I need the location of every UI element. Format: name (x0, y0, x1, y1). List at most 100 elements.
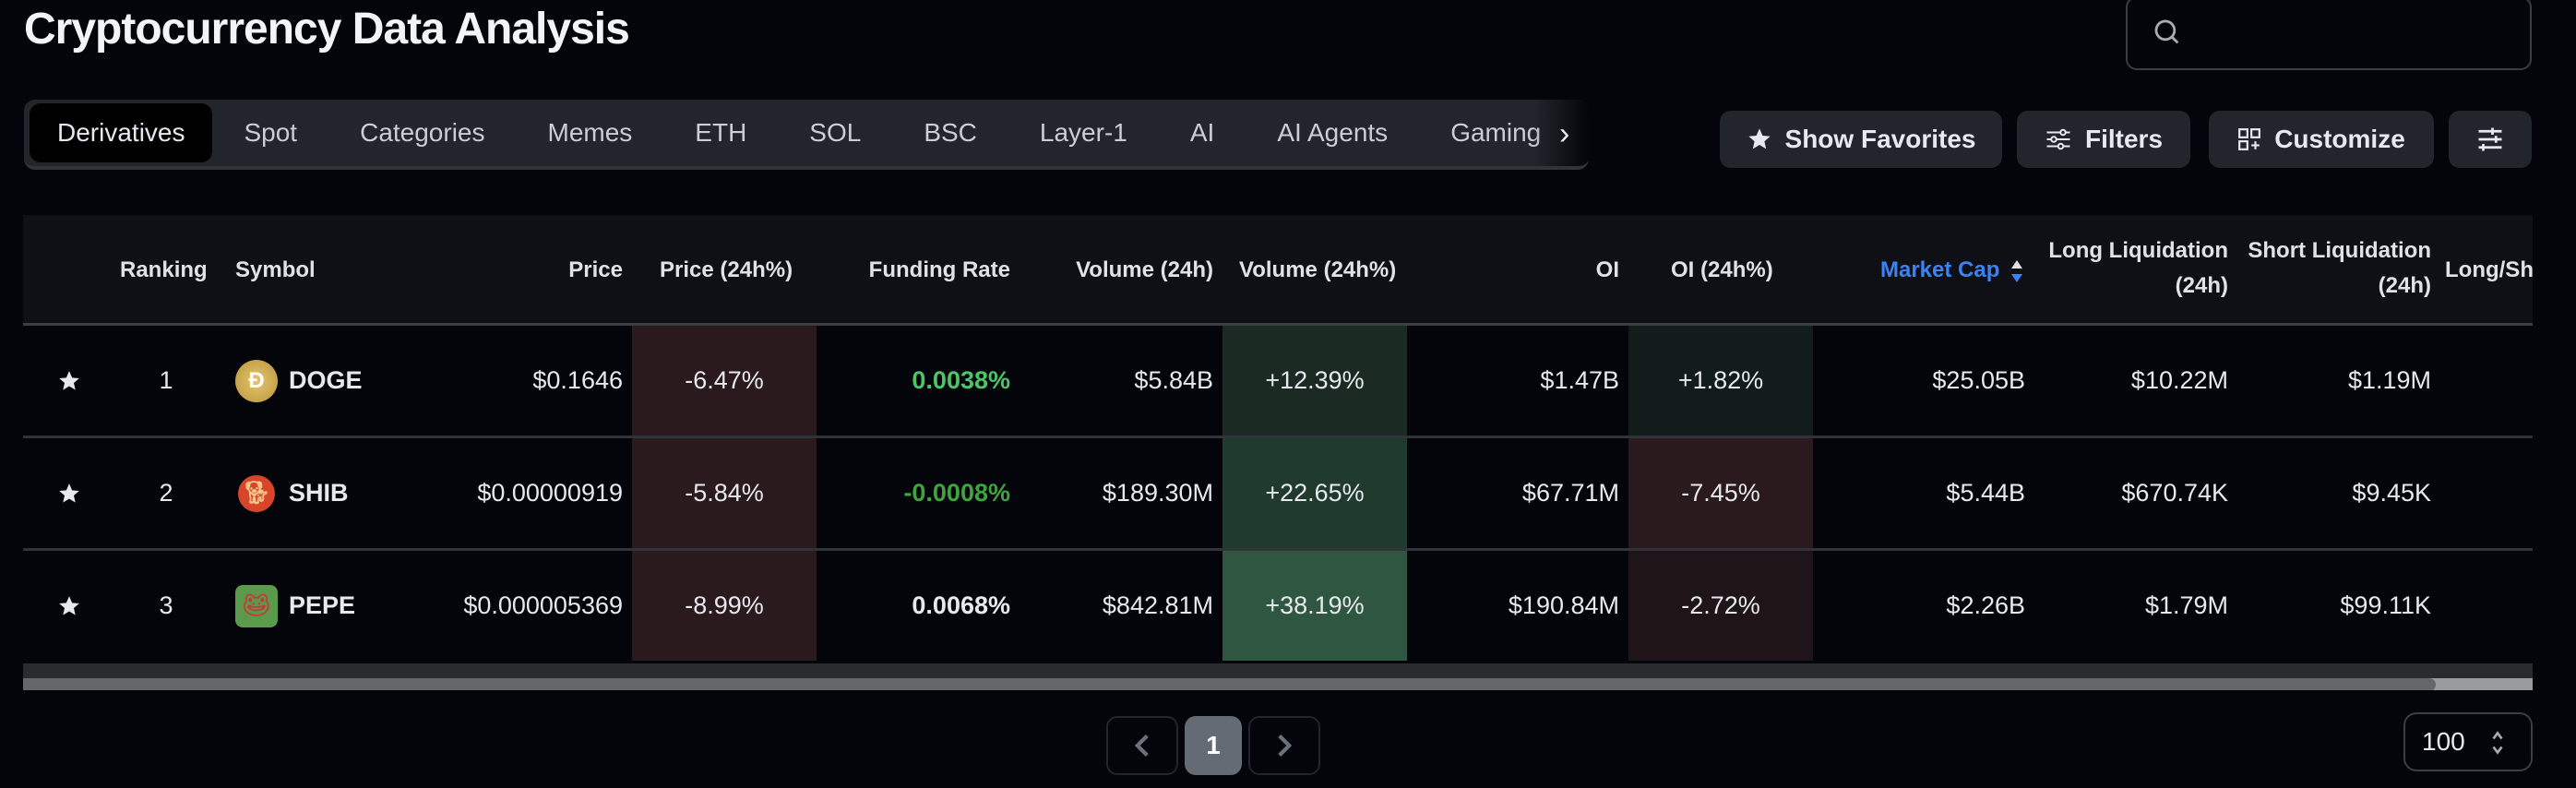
search-box[interactable] (2126, 0, 2532, 70)
table-row[interactable]: 3 🐸︎ PEPE $0.000005369 -8.99% 0.0068% $8… (23, 551, 2533, 663)
col-long-liquidation-line1: Long Liquidation (2048, 238, 2228, 263)
col-long-liquidation[interactable]: Long Liquidation (24h) (2034, 233, 2228, 304)
tab-memes[interactable]: Memes (547, 118, 633, 147)
chevron-up-down-icon (2492, 731, 2503, 755)
market-cap: $25.05B (1932, 366, 2025, 394)
symbol-cell[interactable]: Ð DOGE (235, 326, 420, 436)
long-liquidation: $10.22M (2130, 366, 2228, 394)
volume-24h-pct-cell-bg (1222, 326, 1407, 436)
search-input[interactable] (2192, 7, 2515, 59)
tab-layer-1[interactable]: Layer-1 (1039, 118, 1127, 147)
rank: 3 (159, 591, 173, 619)
oi-24h-cell-bg (1628, 326, 1813, 436)
chevron-right-icon[interactable]: › (1559, 116, 1570, 151)
tab-derivatives[interactable]: Derivatives (30, 103, 213, 162)
funding-rate: 0.0038% (912, 366, 1010, 394)
tab-sol[interactable]: SOL (809, 118, 862, 147)
col-long-short[interactable]: Long/Sho (2445, 257, 2533, 282)
shib-coin-icon: 🐕︎ (238, 474, 275, 512)
column-settings-button[interactable] (2449, 111, 2532, 168)
col-oi-24h[interactable]: OI (24h%) (1671, 257, 1773, 282)
tab-gaming[interactable]: Gaming (1450, 118, 1542, 147)
col-ranking[interactable]: Ranking (120, 257, 208, 282)
tabs-fade (1533, 100, 1589, 166)
col-market-cap[interactable]: Market Cap (1880, 253, 2024, 288)
price-24h-cell-bg (632, 551, 817, 661)
tab-ai-agents[interactable]: AI Agents (1277, 118, 1389, 147)
col-funding-rate[interactable]: Funding Rate (868, 257, 1010, 282)
tab-eth[interactable]: ETH (695, 118, 747, 147)
oi-24h: +1.82% (1677, 366, 1764, 394)
volume-24h-pct-cell-bg (1222, 551, 1407, 661)
search-icon (2154, 19, 2179, 44)
page-size-select[interactable]: 100 (2403, 712, 2533, 771)
long-liquidation: $670.74K (2121, 479, 2228, 507)
favorite-star-icon[interactable] (42, 551, 97, 661)
show-favorites-button[interactable]: Show Favorites (1720, 111, 2002, 168)
market-cap: $2.26B (1946, 591, 2025, 619)
col-oi[interactable]: OI (1595, 257, 1619, 282)
oi-24h: -2.72% (1681, 591, 1760, 619)
customize-button[interactable]: Customize (2209, 111, 2434, 168)
volume-24h-pct: +22.65% (1265, 479, 1365, 507)
oi: $67.71M (1521, 479, 1619, 507)
market-cap: $5.44B (1946, 479, 2025, 507)
short-liquidation: $99.11K (2340, 591, 2431, 619)
price: $0.1646 (532, 366, 623, 394)
volume-24h-pct: +12.39% (1265, 366, 1365, 394)
chevron-left-icon (1134, 734, 1149, 757)
doge-coin-icon: Ð (235, 359, 278, 402)
price-24h: -8.99% (685, 591, 764, 619)
page-size-value: 100 (2422, 727, 2465, 756)
col-price-24h[interactable]: Price (24h%) (660, 257, 793, 282)
favorite-star-icon[interactable] (42, 326, 97, 436)
rank: 1 (159, 366, 173, 394)
col-symbol[interactable]: Symbol (235, 257, 316, 282)
tab-ai[interactable]: AI (1189, 118, 1215, 147)
col-volume-24h[interactable]: Volume (24h) (1076, 257, 1213, 282)
table-row[interactable]: 2 🐕︎ SHIB $0.00000919 -5.84% -0.0008% $1… (23, 438, 2533, 551)
filters-label: Filters (2084, 125, 2164, 153)
price-24h: -6.47% (685, 366, 764, 394)
symbol: SHIB (289, 479, 349, 507)
col-long-liquidation-line2: (24h) (2175, 273, 2228, 298)
table-row[interactable]: 1 Ð DOGE $0.1646 -6.47% 0.0038% $5.84B +… (23, 326, 2533, 438)
symbol: PEPE (289, 591, 356, 619)
favorite-star-icon[interactable] (42, 438, 97, 548)
derivatives-table: Ranking Symbol Price Price (24h%) Fundin… (23, 215, 2533, 690)
page-title: Cryptocurrency Data Analysis (24, 5, 630, 54)
short-liquidation: $1.19M (2347, 366, 2431, 394)
funding-rate: -0.0008% (903, 479, 1010, 507)
oi-24h: -7.45% (1681, 479, 1760, 507)
tab-bsc[interactable]: BSC (924, 118, 977, 147)
tab-spot[interactable]: Spot (244, 118, 298, 147)
table-header: Ranking Symbol Price Price (24h%) Fundin… (23, 215, 2533, 326)
volume-24h: $5.84B (1134, 366, 1213, 394)
filters-button[interactable]: Filters (2017, 111, 2190, 168)
symbol-cell[interactable]: 🐸︎ PEPE (235, 551, 420, 661)
volume-24h: $842.81M (1102, 591, 1213, 619)
short-liquidation: $9.45K (2352, 479, 2431, 507)
page-1-button[interactable]: 1 (1185, 716, 1242, 775)
price-24h: -5.84% (685, 479, 764, 507)
oi-24h-cell-bg (1628, 551, 1813, 661)
long-liquidation: $1.79M (2144, 591, 2228, 619)
filter-sliders-icon (2046, 128, 2070, 150)
rank: 2 (159, 479, 173, 507)
horizontal-scrollbar-thumb[interactable] (23, 678, 2436, 690)
tab-categories[interactable]: Categories (360, 118, 485, 147)
star-icon (1747, 128, 1771, 149)
volume-24h-pct-cell-bg (1222, 438, 1407, 548)
oi: $1.47B (1540, 366, 1619, 394)
col-volume-24h-pct[interactable]: Volume (24h%) (1239, 257, 1397, 282)
col-short-liquidation[interactable]: Short Liquidation (24h) (2219, 233, 2431, 304)
prev-page-button[interactable] (1106, 716, 1178, 775)
price: $0.00000919 (477, 479, 623, 507)
symbol: DOGE (289, 366, 363, 394)
volume-24h-pct: +38.19% (1265, 591, 1365, 619)
price-24h-cell-bg (632, 326, 817, 436)
symbol-cell[interactable]: 🐕︎ SHIB (235, 438, 420, 548)
col-price[interactable]: Price (568, 257, 623, 282)
pepe-coin-icon: 🐸︎ (235, 584, 278, 627)
next-page-button[interactable] (1248, 716, 1320, 775)
